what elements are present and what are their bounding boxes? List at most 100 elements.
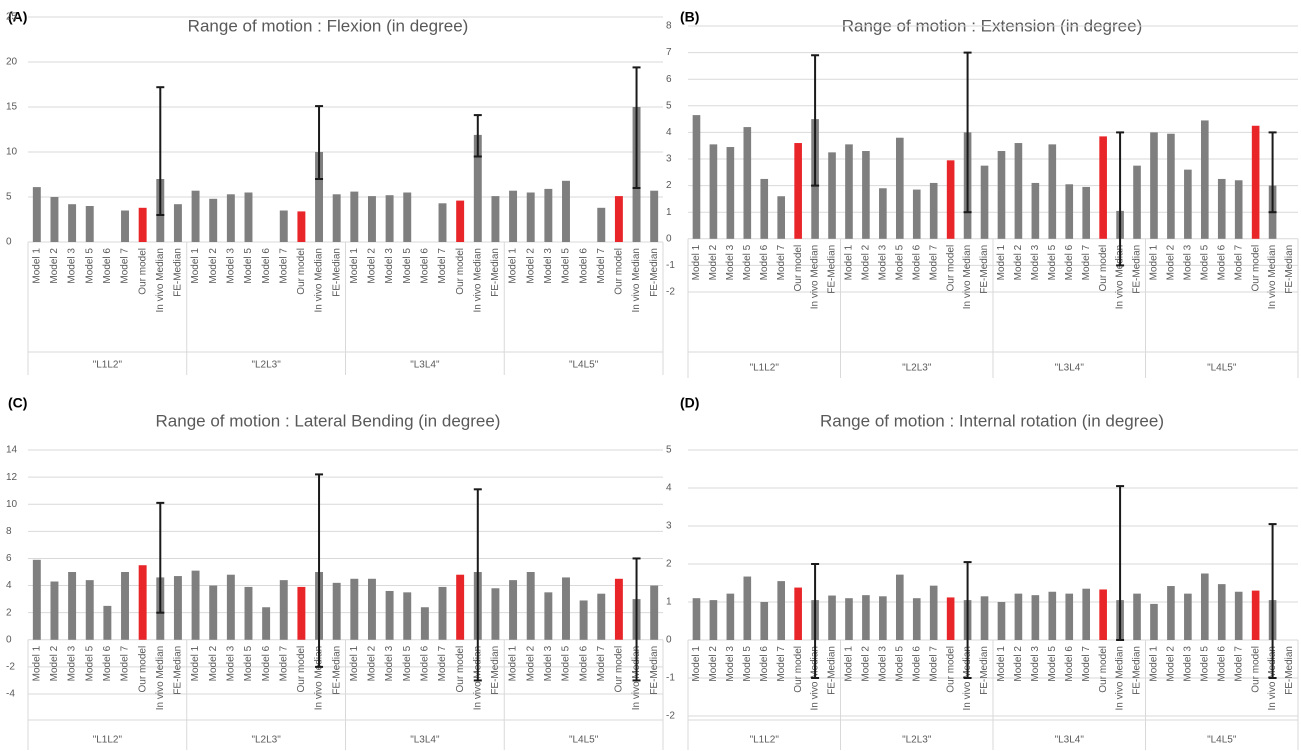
x-tick-label: Model 3 xyxy=(725,646,736,682)
x-tick-label: Model 7 xyxy=(1081,646,1092,682)
bar xyxy=(692,598,701,640)
bar xyxy=(760,602,769,640)
x-tick-label: Model 7 xyxy=(596,248,607,284)
x-tick-label: Model 3 xyxy=(384,248,395,284)
bar xyxy=(1150,132,1158,239)
bar xyxy=(1133,593,1141,640)
bar xyxy=(1150,603,1158,640)
bar xyxy=(946,597,955,640)
x-tick-label: FE-Median xyxy=(649,646,660,695)
y-tick-label: 5 xyxy=(666,445,672,456)
x-tick-label: Our model xyxy=(614,248,625,295)
x-tick-label: FE-Median xyxy=(490,248,501,297)
x-tick-label: Model 3 xyxy=(543,645,554,681)
bar xyxy=(456,200,465,242)
x-tick-label: Model 6 xyxy=(759,244,770,280)
x-tick-label: Model 5 xyxy=(561,645,572,681)
bar xyxy=(50,197,59,242)
x-tick-label: Model 3 xyxy=(543,248,554,284)
bar xyxy=(1099,589,1107,640)
bar xyxy=(491,588,500,640)
x-tick-label: Model 3 xyxy=(1030,244,1041,280)
x-tick-label: Our model xyxy=(793,646,804,693)
x-tick-label: In vivo Median xyxy=(1115,646,1126,710)
bar xyxy=(895,574,904,640)
bar xyxy=(1200,573,1209,640)
bar xyxy=(226,194,235,242)
x-tick-label: Model 1 xyxy=(691,244,702,280)
bar xyxy=(50,581,59,640)
bar xyxy=(85,580,94,640)
bar xyxy=(209,198,218,242)
bar xyxy=(262,607,271,640)
bar xyxy=(403,192,412,242)
x-tick-label: FE-Median xyxy=(173,646,184,695)
x-tick-label: Model 6 xyxy=(1064,646,1075,682)
bar xyxy=(173,204,182,242)
bar xyxy=(1234,591,1243,640)
x-tick-label: Model 7 xyxy=(437,248,448,284)
x-tick-label: Model 1 xyxy=(349,248,360,284)
x-tick-label: Model 5 xyxy=(402,248,413,284)
x-tick-label: Model 6 xyxy=(578,248,589,284)
y-tick-label: 1 xyxy=(666,207,672,218)
group-label: "L2L3" xyxy=(251,735,281,746)
bar xyxy=(597,593,606,640)
group-label: "L1L2" xyxy=(750,363,780,374)
bar xyxy=(138,207,147,242)
x-tick-label: Our model xyxy=(1250,646,1261,693)
panel-label: (D) xyxy=(680,395,699,411)
x-tick-label: FE-Median xyxy=(331,248,342,297)
y-tick-label: 14 xyxy=(6,445,18,456)
x-tick-label: Model 7 xyxy=(776,244,787,280)
bar xyxy=(544,188,553,242)
group-label: "L2L3" xyxy=(251,360,281,371)
group-label: "L3L4" xyxy=(410,360,440,371)
bar xyxy=(562,180,570,242)
y-tick-label: -2 xyxy=(666,711,675,722)
bar xyxy=(544,592,553,640)
bar xyxy=(350,578,359,640)
bar xyxy=(332,582,341,640)
bar xyxy=(1031,182,1040,239)
bar xyxy=(1082,588,1091,640)
bar xyxy=(297,211,306,242)
x-tick-label: Model 7 xyxy=(278,645,289,681)
x-tick-label: Our model xyxy=(945,245,956,292)
x-tick-label: Model 2 xyxy=(1166,646,1177,682)
y-tick-label: 5 xyxy=(666,100,672,111)
y-tick-label: 2 xyxy=(666,180,672,191)
x-tick-label: Our model xyxy=(1098,646,1109,693)
x-tick-label: Model 7 xyxy=(120,248,131,284)
bar xyxy=(367,578,376,640)
x-tick-label: In vivo Median xyxy=(314,646,325,710)
bar xyxy=(226,574,235,640)
bar xyxy=(526,572,535,640)
bar xyxy=(191,190,200,242)
bar xyxy=(614,196,623,242)
bar xyxy=(1048,591,1057,640)
bar xyxy=(1251,125,1260,239)
bar xyxy=(1200,120,1209,239)
x-tick-label: Model 1 xyxy=(844,646,855,682)
bar xyxy=(1065,593,1074,640)
group-label: "L1L2" xyxy=(750,735,780,746)
x-tick-label: Model 2 xyxy=(49,645,60,681)
x-tick-label: Model 5 xyxy=(1199,646,1210,682)
x-tick-label: Model 1 xyxy=(190,645,201,681)
bar xyxy=(879,596,887,640)
bar xyxy=(1048,144,1057,239)
panel-label: (C) xyxy=(8,395,27,411)
bar xyxy=(438,203,447,242)
x-tick-label: Model 5 xyxy=(84,645,95,681)
x-tick-label: Model 1 xyxy=(349,645,360,681)
bar xyxy=(32,187,41,242)
x-tick-label: Model 2 xyxy=(861,244,872,280)
x-tick-label: FE-Median xyxy=(173,248,184,297)
x-tick-label: Model 3 xyxy=(225,248,236,284)
x-tick-label: Model 1 xyxy=(31,248,42,284)
x-tick-label: Model 5 xyxy=(1199,244,1210,280)
x-tick-label: Model 7 xyxy=(1233,646,1244,682)
bar xyxy=(473,134,482,242)
x-tick-label: Model 2 xyxy=(525,645,536,681)
